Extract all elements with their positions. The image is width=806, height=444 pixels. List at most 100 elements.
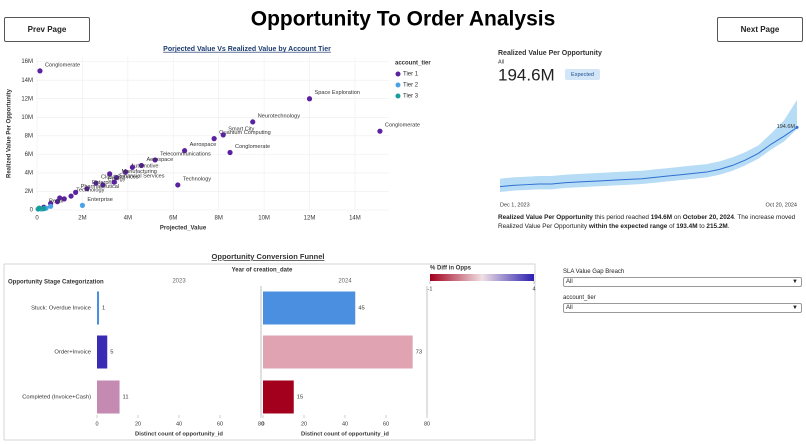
point-label: Retail bbox=[49, 199, 63, 205]
x-axis-label: Distinct count of opportunity_id bbox=[135, 432, 223, 438]
category-label: Order+Invoice bbox=[54, 350, 91, 356]
x-tick-label: 6M bbox=[169, 216, 177, 222]
filter-value: All bbox=[566, 305, 573, 311]
value-label: 11 bbox=[123, 395, 129, 401]
expected-band bbox=[500, 100, 797, 192]
point-label: Conglomerate bbox=[235, 144, 270, 150]
scatter-point bbox=[111, 179, 117, 185]
prev-page-button[interactable]: Prev Page bbox=[4, 17, 90, 42]
y-tick-label: 12M bbox=[21, 96, 33, 102]
scatter-point bbox=[41, 206, 47, 212]
badge bbox=[565, 69, 600, 80]
caret: ▼ bbox=[792, 305, 798, 311]
scatter-point bbox=[122, 169, 129, 175]
x-tick-label: 0 bbox=[95, 421, 98, 427]
point-label: Technology bbox=[76, 188, 105, 194]
scatter-point bbox=[100, 182, 106, 188]
y-tick-label: 10M bbox=[21, 115, 33, 121]
scatter-point bbox=[250, 119, 256, 125]
narrative-text: of bbox=[667, 223, 677, 230]
narrative-text: Realized Value Per Opportunity bbox=[498, 214, 593, 221]
x-tick-label: 10M bbox=[258, 216, 270, 222]
scatter-point bbox=[175, 182, 181, 188]
scatter-point bbox=[68, 193, 74, 199]
x-tick-label: 2M bbox=[78, 216, 86, 222]
x-axis-label: Projected_Value bbox=[160, 226, 207, 232]
point-label: Enterprise bbox=[92, 180, 118, 186]
legend-label: Tier 1 bbox=[403, 72, 419, 78]
point-label: Cloud Services bbox=[101, 175, 139, 181]
bar bbox=[97, 335, 108, 369]
point-label: Pharmaceutical bbox=[81, 184, 120, 190]
scatter-point bbox=[84, 186, 90, 192]
y-tick-label: 8M bbox=[25, 133, 33, 139]
scatter-point bbox=[211, 136, 217, 142]
value-label: 73 bbox=[416, 350, 422, 356]
scatter-point bbox=[138, 162, 145, 169]
scatter-point bbox=[107, 171, 113, 177]
colorbar-title: % Diff in Opps bbox=[430, 266, 472, 272]
x-tick-label: 20 bbox=[301, 421, 307, 427]
x-tick-label: 14M bbox=[349, 216, 361, 222]
legend-swatch bbox=[395, 82, 401, 88]
legend-label: Tier 2 bbox=[403, 83, 419, 89]
y-axis-label: Realized Value Per Opportunity bbox=[7, 88, 13, 178]
point-label: Space Exploration bbox=[315, 90, 360, 96]
narrative: Realized Value Per Opportunity this peri… bbox=[498, 213, 800, 231]
scatter-point bbox=[152, 157, 158, 163]
value-label: 45 bbox=[358, 306, 364, 312]
chart-title: Porjected Value Vs Realized Value by Acc… bbox=[163, 46, 331, 53]
x-tick-label: 60 bbox=[217, 421, 223, 427]
colorbar-tick-label: 4 bbox=[532, 286, 535, 292]
narrative-text: within the expected range bbox=[588, 223, 668, 230]
category-label: Completed (Invoice+Cash) bbox=[22, 395, 91, 401]
narrative-text: . The increase moved Realized Value Per … bbox=[498, 214, 796, 230]
filter-value: All bbox=[566, 279, 573, 285]
narrative-text: on bbox=[672, 214, 683, 221]
scatter-point bbox=[36, 205, 42, 211]
x-tick-label: 80 bbox=[424, 421, 430, 427]
x-tick-label: 0 bbox=[261, 421, 264, 427]
category-label: Stuck: Overdue Invoice bbox=[31, 306, 91, 312]
narrative-text: 194.6M bbox=[650, 214, 673, 221]
point-label: Conglomerate bbox=[385, 123, 420, 129]
bar bbox=[263, 291, 356, 325]
panel-label: 2024 bbox=[338, 279, 352, 285]
legend-swatch bbox=[395, 71, 401, 77]
filter-select[interactable]: All ▼ bbox=[563, 277, 802, 287]
scatter-point bbox=[54, 199, 61, 205]
scatter-point bbox=[37, 68, 43, 74]
point-label: Telecommunications bbox=[160, 151, 211, 157]
y-tick-label: 4M bbox=[25, 170, 33, 176]
kpi-subtitle: All bbox=[498, 59, 504, 65]
narrative-text: October 20, 2024 bbox=[682, 214, 734, 221]
bar bbox=[263, 335, 413, 369]
badge-label: Expected bbox=[571, 72, 594, 78]
y-tick-label: 16M bbox=[21, 59, 33, 65]
point-label: Automotive bbox=[131, 163, 159, 169]
scatter-point bbox=[48, 203, 54, 209]
bar bbox=[263, 380, 294, 414]
filter-label: account_tier bbox=[563, 295, 596, 301]
next-page-button[interactable]: Next Page bbox=[717, 17, 803, 42]
funnel-frame bbox=[3, 263, 536, 441]
x-tick-label: 60 bbox=[383, 421, 389, 427]
y-tick-label: 0 bbox=[30, 208, 34, 214]
x-tick-label: 8M bbox=[215, 216, 223, 222]
legend-swatch bbox=[395, 93, 401, 99]
narrative-text: . bbox=[727, 223, 730, 230]
end-point bbox=[795, 125, 799, 129]
kpi-value: 194.6M bbox=[498, 65, 555, 84]
point-label: Energy bbox=[108, 176, 126, 182]
y-tick-label: 6M bbox=[25, 152, 33, 158]
point-label: Aerospace bbox=[190, 142, 217, 148]
colorbar-tick-label: -1 bbox=[428, 286, 433, 292]
facet-label: Year of creation_date bbox=[232, 268, 293, 274]
bar bbox=[97, 291, 100, 325]
filter-select[interactable]: All ▼ bbox=[563, 303, 802, 313]
colorbar bbox=[430, 274, 534, 281]
scatter-point bbox=[79, 202, 86, 208]
x-tick-label: 4M bbox=[124, 216, 132, 222]
caret: ▼ bbox=[792, 279, 798, 285]
